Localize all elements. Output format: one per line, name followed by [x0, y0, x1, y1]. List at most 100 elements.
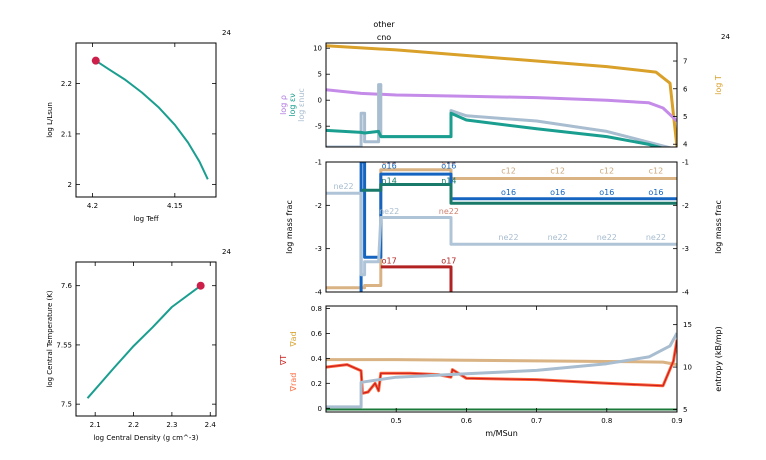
- central-ytick-label: 7.55: [56, 341, 72, 349]
- hr-series-line: [95, 59, 209, 180]
- hr-frame: [75, 42, 217, 198]
- profile-mid-ytick-label: -4: [315, 289, 323, 297]
- profile-bottom-ytick-label: 0: [318, 405, 322, 413]
- profile-mid-ytick-label-right: -1: [682, 159, 689, 167]
- profile-mid-right-ylabel: log mass frac: [714, 200, 723, 254]
- central-series-line: [86, 284, 202, 399]
- profile-mid-isotope-label: o16: [599, 188, 614, 197]
- profile-top-ylabel-part: log εν: [288, 93, 297, 117]
- central-xtick-label: 2.4: [205, 421, 217, 429]
- profile-bottom-xtick-label: 0.8: [601, 417, 612, 425]
- profile-mid-isotope-label: n14: [441, 177, 456, 186]
- profile-top-series-line: [326, 88, 677, 123]
- profile-bottom-series-line: [326, 332, 677, 409]
- profile-mid-isotope-label: o16: [382, 161, 397, 170]
- profile-top-ytick-label: 10: [313, 45, 322, 53]
- profile-mid-isotope-label: o16: [648, 188, 663, 197]
- central-xtick-label: 2.3: [166, 421, 177, 429]
- profile-mid-isotope-label: o16: [501, 188, 516, 197]
- profile-mid-isotope-label: c12: [501, 167, 516, 176]
- profile-mid-ylabel: log mass frac: [285, 200, 294, 254]
- profile-top-series-line: [326, 44, 677, 147]
- profile-mid-ytick-label: -3: [315, 245, 322, 253]
- profile-top-ytick-label: 5: [318, 71, 322, 79]
- profile-mid-ytick-label-right: -3: [682, 245, 689, 253]
- profile-mid-ytick-label-right: -2: [682, 202, 689, 210]
- profile-bottom-xtick-label: 0.6: [461, 417, 473, 425]
- profile-bottom-left-label: ∇rad: [289, 373, 298, 393]
- central-frame: [75, 261, 217, 417]
- profile-top-rtick-label: 4: [683, 141, 688, 149]
- profile-bottom-xtick-label: 0.7: [531, 417, 542, 425]
- profile-mid-isotope-label: ne22: [646, 233, 666, 242]
- profile-mid-isotope-label: o17: [441, 257, 456, 266]
- hr-ytick-label: 2: [68, 181, 72, 189]
- hr-xtick-label: 4.2: [87, 202, 98, 210]
- central-xtick-label: 2.1: [90, 421, 101, 429]
- profile-bottom-ytick-label: 0.6: [311, 330, 323, 338]
- profile-top-ylabel-part: log ρ: [279, 95, 288, 115]
- profile-mid-isotope-label: ne22: [597, 233, 617, 242]
- profile-mid-ytick-label-right: -4: [682, 289, 690, 297]
- profile-mid-isotope-label: c12: [550, 167, 565, 176]
- profile-top-series-line: [326, 83, 673, 147]
- hr-xtick-label: 4.15: [167, 202, 183, 210]
- central-xlabel: log Central Density (g cm^-3): [93, 434, 198, 442]
- central-current-marker: [196, 281, 205, 290]
- profile-top-rtick-label: 5: [683, 113, 687, 121]
- profile-top-rtick-label: 7: [683, 58, 687, 66]
- profile-top-annotation-line1: other: [373, 20, 395, 29]
- profile-bottom-left-label: ∇T: [279, 355, 288, 366]
- profile-bottom-ytick-label: 0.4: [311, 355, 323, 363]
- hr-ytick-label: 2.2: [61, 80, 72, 88]
- central-model-number: 24: [222, 248, 231, 256]
- hr-model-number: 24: [222, 29, 231, 37]
- profile-mid-isotope-label: o17: [382, 257, 397, 266]
- profile-bottom-rtick-label: 5: [683, 406, 687, 414]
- hr-xlabel: log Teff: [133, 215, 158, 223]
- profile-bottom-right-ylabel: entropy (kB/mp): [714, 326, 723, 391]
- profile-bottom-rtick-label: 15: [683, 321, 692, 329]
- profile-mid-isotope-label: c12: [382, 157, 397, 166]
- profile-mid-isotope-label: ne22: [439, 207, 459, 216]
- central-panel: 2.1 2.2 2.3 2.4 7.5 7.55 7.6 24 log Central Dens…: [46, 248, 231, 442]
- profile-top-frame: [325, 42, 678, 148]
- profile-mid-isotope-label: n14: [382, 177, 397, 186]
- hr-ylabel: log L/Lsun: [46, 102, 54, 138]
- profile-bottom-rtick-label: 10: [683, 364, 692, 372]
- profile-top-panel: -5 0 5 10 4 5 6 7 24 other cno log ρ log εν log εnuc l…: [279, 20, 730, 149]
- profile-bottom-series-line: [326, 339, 677, 395]
- central-xtick-label: 2.2: [128, 421, 139, 429]
- profile-top-ytick-label: -5: [315, 123, 322, 131]
- profile-mid-series-line: [380, 265, 453, 292]
- profile-top-right-ylabel: log T: [714, 75, 723, 95]
- profile-top-rtick-label: 6: [683, 85, 688, 93]
- hr-ytick-label: 2.1: [61, 130, 72, 138]
- profile-mid-isotope-label: ne22: [333, 182, 353, 191]
- profile-top-model-number: 24: [721, 33, 730, 41]
- profile-mid-isotope-label: c12: [442, 157, 457, 166]
- profile-mid-series-line: [326, 191, 677, 277]
- profile-top-ylabel-part: log εnuc: [297, 88, 306, 122]
- central-ylabel: log Central Temperature (K): [46, 290, 54, 387]
- profile-top-series-line: [326, 111, 664, 147]
- profile-mid-isotope-label: c12: [649, 167, 664, 176]
- profile-bottom-panel: 0.5 0.6 0.7 0.8 0.9 0 0.2 0.4 0.6 0.8 5 10 15 m/MSun ∇…: [279, 305, 723, 438]
- profile-top-annotation-line2: cno: [377, 33, 391, 42]
- profile-mid-series-line: [361, 183, 677, 205]
- central-ytick-label: 7.6: [61, 282, 73, 290]
- hr-panel: 4.2 4.15 2 2.1 2.2 24 log Teff log L/Lsun: [46, 29, 231, 223]
- profile-mid-isotope-label: o16: [441, 161, 456, 170]
- profile-bottom-series-line: [326, 358, 677, 367]
- central-ytick-label: 7.5: [61, 401, 72, 409]
- profile-mid-isotope-label: ne22: [498, 233, 518, 242]
- profile-mid-isotope-label: o16: [550, 188, 565, 197]
- profile-mid-isotope-label: ne22: [548, 233, 568, 242]
- profile-bottom-left-label: ∇ad: [289, 331, 298, 347]
- profile-bottom-xtick-label: 0.5: [391, 417, 402, 425]
- profile-bottom-xtick-label: 0.9: [671, 417, 682, 425]
- profile-mid-ytick-label: -1: [315, 159, 322, 167]
- profile-bottom-ytick-label: 0.8: [311, 305, 322, 313]
